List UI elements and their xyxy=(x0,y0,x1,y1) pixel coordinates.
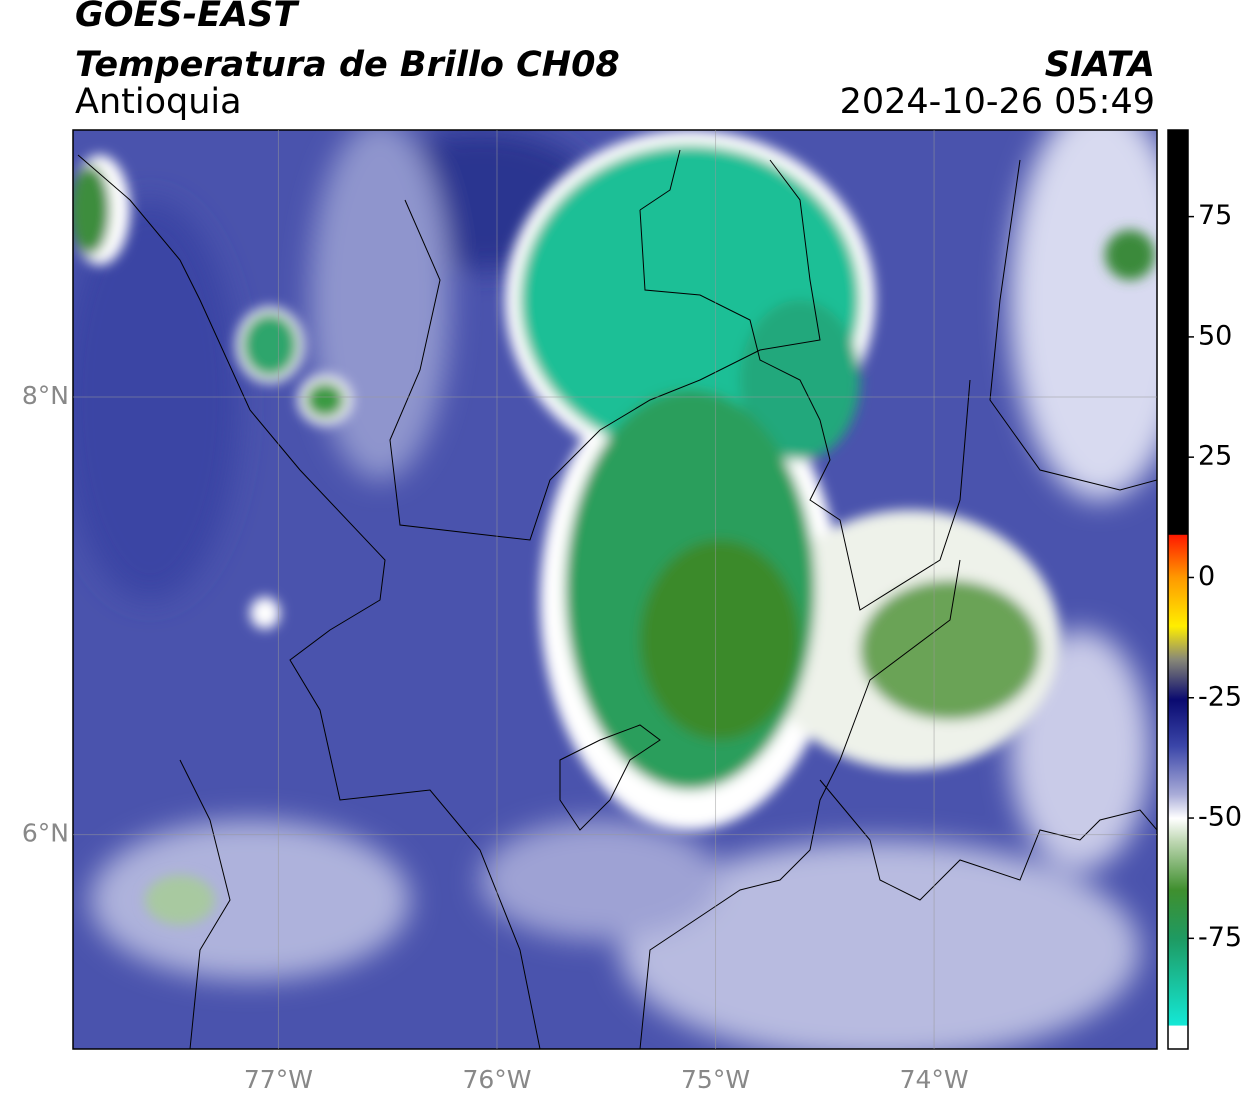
x-tick-label: 76°W xyxy=(462,1065,531,1094)
colorbar-tick-label: 0 xyxy=(1198,561,1215,592)
x-tick-label: 75°W xyxy=(681,1065,750,1094)
subtitle: Temperatura de Brillo CH08 xyxy=(75,45,620,85)
colorbar-tick-label: -50 xyxy=(1198,802,1242,833)
colorbar-tick-label: -25 xyxy=(1198,681,1242,712)
colorbar-tick-label: -75 xyxy=(1198,922,1242,953)
map-image xyxy=(73,130,1157,1049)
colorbar xyxy=(1167,129,1189,1050)
timestamp: 2024-10-26 05:49 xyxy=(840,82,1155,122)
colorbar-tick-label: 50 xyxy=(1198,320,1232,351)
title: GOES-EAST xyxy=(75,0,300,35)
colorbar-tick-label: 75 xyxy=(1198,200,1232,231)
x-tick-label: 77°W xyxy=(244,1065,313,1094)
colorbar-tick-label: 25 xyxy=(1198,441,1232,472)
y-tick-label: 8°N xyxy=(22,381,69,410)
map-frame xyxy=(72,129,1158,1050)
source: SIATA xyxy=(1045,45,1155,85)
region: Antioquia xyxy=(75,82,242,122)
y-tick-label: 6°N xyxy=(22,819,69,848)
x-tick-label: 74°W xyxy=(900,1065,969,1094)
